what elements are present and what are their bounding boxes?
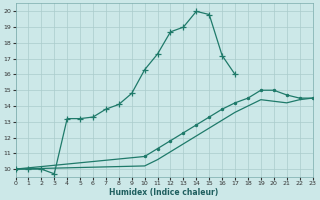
X-axis label: Humidex (Indice chaleur): Humidex (Indice chaleur) [109, 188, 219, 197]
